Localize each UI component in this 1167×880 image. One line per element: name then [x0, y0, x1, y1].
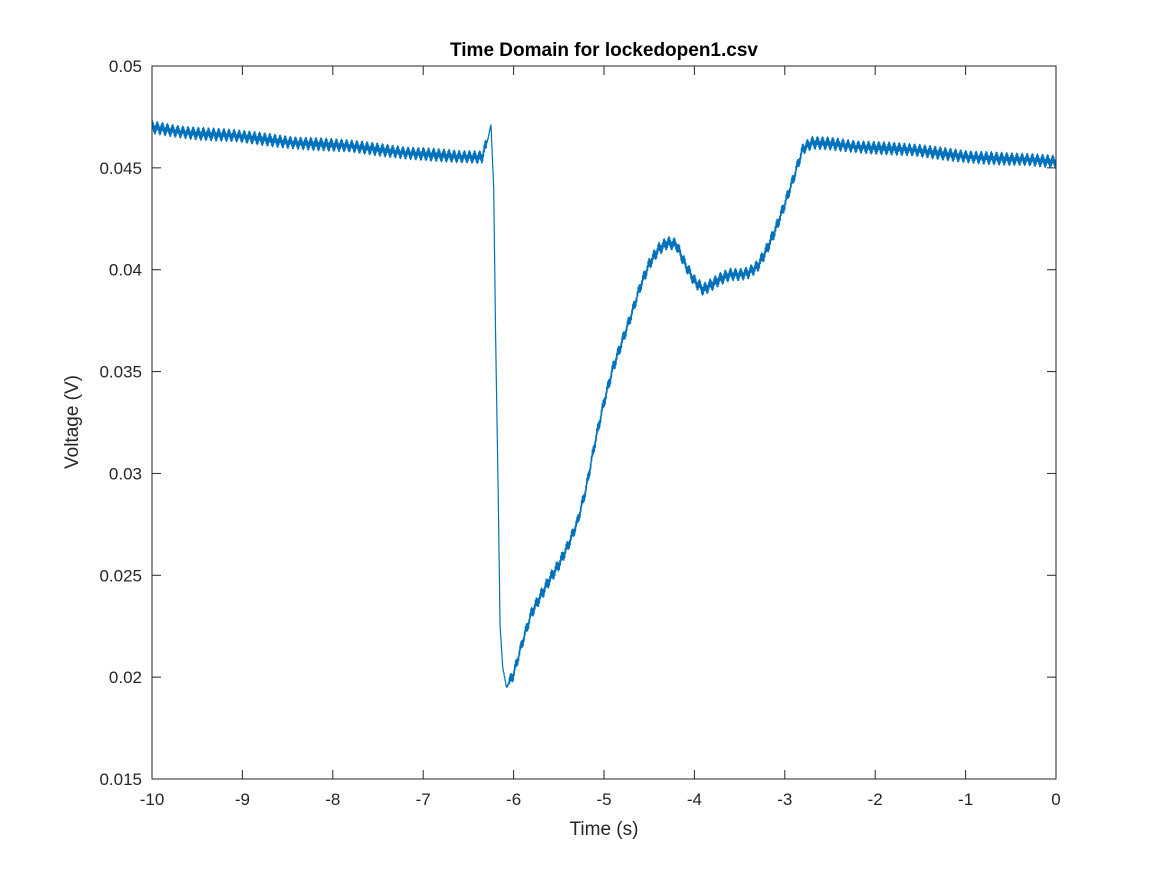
y-tick-label: 0.03 — [109, 464, 142, 483]
y-tick-label: 0.05 — [109, 57, 142, 76]
y-tick-label: 0.025 — [99, 566, 142, 585]
y-tick-label: 0.045 — [99, 159, 142, 178]
y-tick-label: 0.015 — [99, 770, 142, 789]
plot-area — [152, 66, 1056, 779]
x-tick-label: -6 — [506, 790, 521, 809]
y-tick-label: 0.035 — [99, 363, 142, 382]
x-tick-label: -9 — [235, 790, 250, 809]
x-tick-label: -7 — [416, 790, 431, 809]
x-tick-label: 0 — [1051, 790, 1060, 809]
x-tick-label: -1 — [958, 790, 973, 809]
x-tick-label: -3 — [777, 790, 792, 809]
y-tick-label: 0.02 — [109, 668, 142, 687]
x-tick-label: -10 — [140, 790, 165, 809]
chart-title: Time Domain for lockedopen1.csv — [450, 40, 758, 61]
y-axis-label: Voltage (V) — [62, 375, 83, 469]
x-axis-label: Time (s) — [570, 819, 639, 840]
x-tick-label: -4 — [687, 790, 702, 809]
x-tick-label: -2 — [868, 790, 883, 809]
y-tick-label: 0.04 — [109, 261, 142, 280]
axes-box — [151, 65, 1057, 780]
series-line — [151, 120, 1057, 689]
axis-ticks: -10 -9 -8 -7 -6 -5 -4 -3 -2 -1 00.0150.020.0250.03… — [99, 57, 1060, 809]
x-tick-label: -5 — [596, 790, 611, 809]
x-tick-label: -8 — [325, 790, 340, 809]
